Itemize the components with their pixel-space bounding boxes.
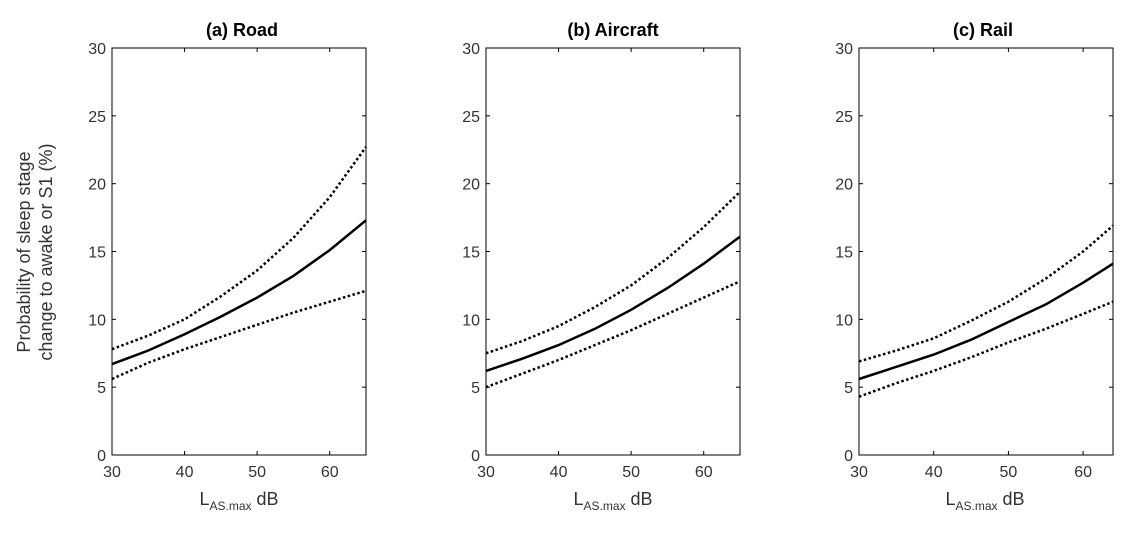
panel-title: (c) Rail (953, 20, 1013, 40)
x-tick-label: 30 (103, 464, 121, 481)
series-group (111, 146, 368, 381)
y-tick-label: 30 (835, 41, 853, 58)
panel-title: (b) Aircraft (567, 20, 658, 40)
x-ticks: 30 40 50 60 (477, 48, 713, 481)
y-tick-label: 15 (835, 245, 853, 262)
y-tick-label: 25 (835, 109, 853, 126)
series-line-estimate (485, 235, 741, 373)
x-tick-label: 50 (248, 464, 266, 481)
y-tick-label: 10 (88, 312, 106, 329)
x-axis-label-sub: AS.max (583, 499, 625, 513)
x-tick-label: 50 (622, 464, 640, 481)
x-tick-label: 40 (925, 464, 943, 481)
x-tick-label: 40 (550, 464, 568, 481)
y-tick-label: 25 (88, 109, 106, 126)
x-tick-label: 60 (1074, 464, 1092, 481)
x-axis-label-sub: AS.max (955, 499, 997, 513)
x-axis-label: LAS.max dB (573, 489, 652, 513)
panel-rail: (c) Rail 30 40 50 60 0 5 10 15 20 25 30 LAS.max d… (835, 20, 1114, 513)
y-tick-label: 0 (844, 448, 853, 465)
series-line-lower (858, 300, 1114, 398)
x-tick-label: 60 (321, 464, 339, 481)
series-line-lower (485, 280, 741, 389)
plot-frame (858, 47, 1114, 456)
y-axis-label-line1: Probability of sleep stage (14, 151, 34, 352)
x-tick-label: 60 (695, 464, 713, 481)
x-axis-label-unit: dB (998, 489, 1025, 509)
y-tick-label: 15 (462, 245, 480, 262)
y-tick-label: 25 (462, 109, 480, 126)
panel-title: (a) Road (206, 20, 278, 40)
y-tick-label: 10 (462, 312, 480, 329)
y-tick-label: 5 (97, 380, 106, 397)
series-line-upper (485, 190, 741, 355)
series-group (858, 224, 1114, 398)
y-tick-label: 5 (844, 380, 853, 397)
x-tick-label: 30 (477, 464, 495, 481)
y-axis-label-line2: change to awake or S1 (%) (36, 143, 56, 360)
x-ticks: 30 40 50 60 (850, 48, 1092, 481)
x-tick-label: 30 (850, 464, 868, 481)
y-tick-label: 0 (97, 448, 106, 465)
x-axis-label-unit: dB (626, 489, 653, 509)
x-tick-label: 50 (1000, 464, 1018, 481)
y-ticks: 0 5 10 15 20 25 30 (835, 41, 1113, 465)
series-line-estimate (858, 262, 1114, 381)
series-group (485, 190, 741, 389)
x-axis-label: LAS.max dB (199, 489, 278, 513)
x-axis-label-main: L (945, 489, 955, 509)
x-axis-label-main: L (199, 489, 209, 509)
y-tick-label: 0 (471, 448, 480, 465)
x-tick-label: 40 (176, 464, 194, 481)
series-line-upper (858, 224, 1114, 363)
plot-frame (485, 47, 741, 456)
panel-road: (a) Road 30 40 50 60 0 5 10 15 20 25 30 LAS.max d… (14, 20, 368, 513)
y-ticks: 0 5 10 15 20 25 30 (88, 41, 366, 465)
x-axis-label-sub: AS.max (209, 499, 251, 513)
series-line-estimate (111, 219, 367, 366)
panel-aircraft: (b) Aircraft 30 40 50 60 0 5 10 15 20 25 30 LAS.m… (462, 20, 741, 513)
y-tick-label: 10 (835, 312, 853, 329)
y-tick-label: 30 (462, 41, 480, 58)
x-axis-label-unit: dB (252, 489, 279, 509)
x-ticks: 30 40 50 60 (103, 48, 339, 481)
series-line-lower (111, 289, 367, 381)
y-tick-label: 15 (88, 245, 106, 262)
y-tick-label: 20 (88, 177, 106, 194)
x-axis-label-main: L (573, 489, 583, 509)
series-line-upper (111, 146, 368, 351)
x-axis-label: LAS.max dB (945, 489, 1024, 513)
y-tick-label: 20 (462, 177, 480, 194)
y-ticks: 0 5 10 15 20 25 30 (462, 41, 740, 465)
y-tick-label: 20 (835, 177, 853, 194)
y-tick-label: 5 (471, 380, 480, 397)
y-tick-label: 30 (88, 41, 106, 58)
